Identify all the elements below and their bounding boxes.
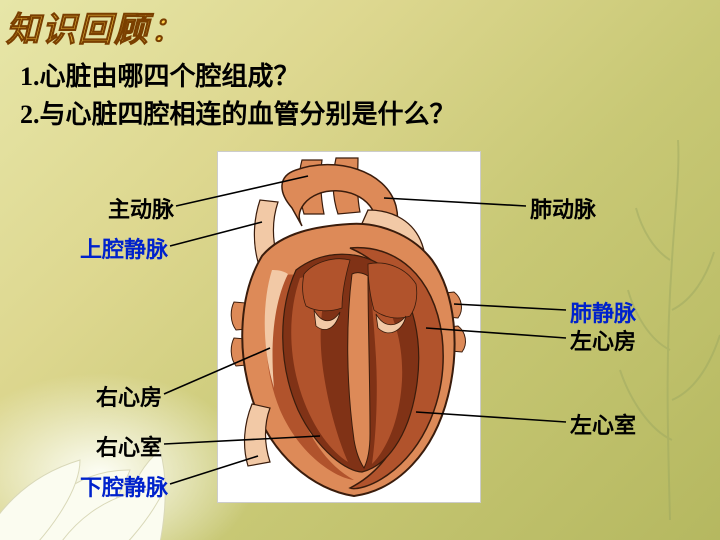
heart-diagram — [218, 152, 480, 502]
slide-title: 知识回顾： — [6, 2, 186, 51]
label-aorta: 主动脉 — [108, 192, 174, 224]
label-r-ventricle: 右心室 — [96, 430, 162, 462]
question-2: 2.与心脏四腔相连的血管分别是什么？ — [20, 94, 456, 131]
label-l-ventricle: 左心室 — [570, 408, 636, 440]
slide: 知识回顾： 1.心脏由哪四个腔组成？2.与心脏四腔相连的血管分别是什么？ 主动脉上… — [0, 0, 720, 540]
label-r-atrium: 右心房 — [96, 380, 162, 412]
label-inf-vena: 下腔静脉 — [80, 470, 168, 502]
label-pul-artery: 肺动脉 — [530, 192, 596, 224]
label-l-atrium: 左心房 — [570, 324, 636, 356]
label-sup-vena: 上腔静脉 — [80, 232, 168, 264]
question-1: 1.心脏由哪四个腔组成？ — [20, 56, 300, 93]
heart-image-box — [218, 152, 480, 502]
